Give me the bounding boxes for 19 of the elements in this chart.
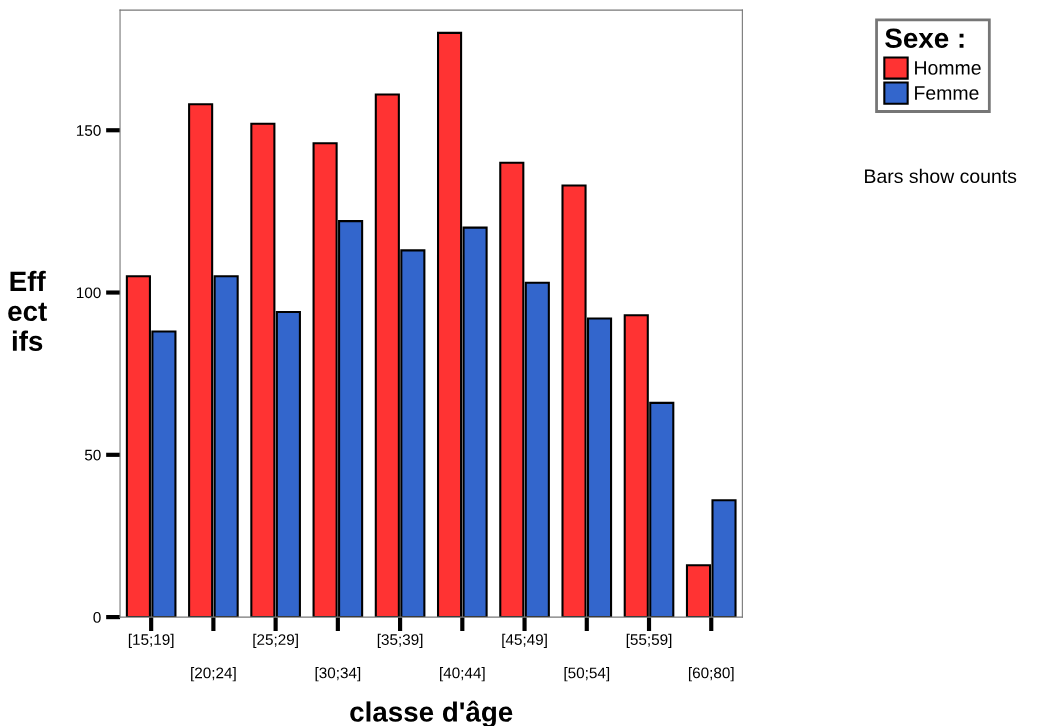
y-axis-title: Eff ect ifs — [8, 270, 47, 352]
x-tick-label: [15;19] — [128, 633, 174, 649]
x-tick-label: [60;80] — [688, 667, 734, 682]
x-tick-label: [20;24] — [191, 667, 236, 682]
x-tick-label: [30;34] — [315, 667, 361, 682]
y-tick-label: 100 — [76, 287, 101, 299]
x-tick-label: [25;29] — [253, 633, 298, 649]
text: Bars show counts — [865, 168, 1017, 184]
x-tick-label: [45;49] — [502, 633, 547, 649]
x-tick-label: [50;54] — [564, 667, 610, 682]
legend-label: Homme — [915, 61, 981, 75]
y-tick-label: 50 — [84, 449, 101, 461]
y-tick-label: 0 — [93, 611, 101, 623]
x-tick-label: [40;44] — [440, 667, 485, 682]
legend-title: Sexe : — [885, 28, 964, 49]
legend-label: Femme — [915, 86, 979, 100]
x-tick-label: [55;59] — [626, 633, 672, 649]
y-tick-label: 150 — [76, 125, 101, 136]
x-tick-label: [35;39] — [377, 633, 423, 649]
